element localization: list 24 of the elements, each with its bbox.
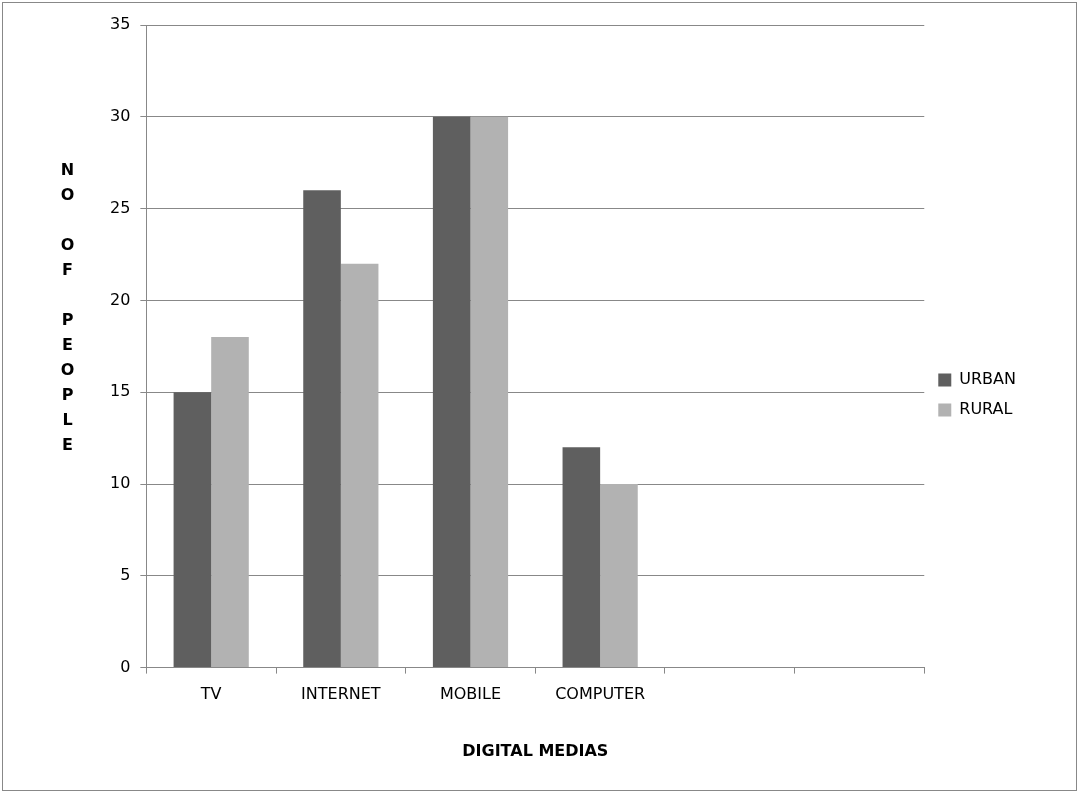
y-tick-label: 30 (110, 105, 131, 125)
bar (470, 116, 509, 668)
y-tick-label: 35 (110, 14, 131, 34)
y-tick-label: 0 (120, 656, 131, 676)
y-tick-label: 15 (110, 381, 131, 401)
bar (432, 116, 471, 668)
x-tick-label: INTERNET (301, 684, 381, 704)
y-tick-label: 10 (110, 473, 131, 493)
y-tick-label: 5 (120, 564, 131, 584)
bar (340, 263, 379, 668)
y-axis-title: NO OF PEOPLE (58, 160, 77, 460)
y-tick-label: 25 (110, 197, 131, 217)
legend-label: RURAL (959, 399, 1013, 419)
x-axis-title: DIGITAL MEDIAS (462, 740, 609, 760)
bar (600, 484, 638, 668)
bar (562, 447, 601, 668)
legend-label: URBAN (959, 369, 1016, 389)
x-tick-label: MOBILE (439, 684, 502, 704)
bar (173, 392, 212, 668)
x-tick-label: COMPUTER (555, 684, 646, 704)
bar (303, 190, 341, 668)
x-tick-label: TV (199, 684, 222, 704)
bar (211, 337, 249, 668)
y-tick-label: 20 (110, 289, 131, 309)
